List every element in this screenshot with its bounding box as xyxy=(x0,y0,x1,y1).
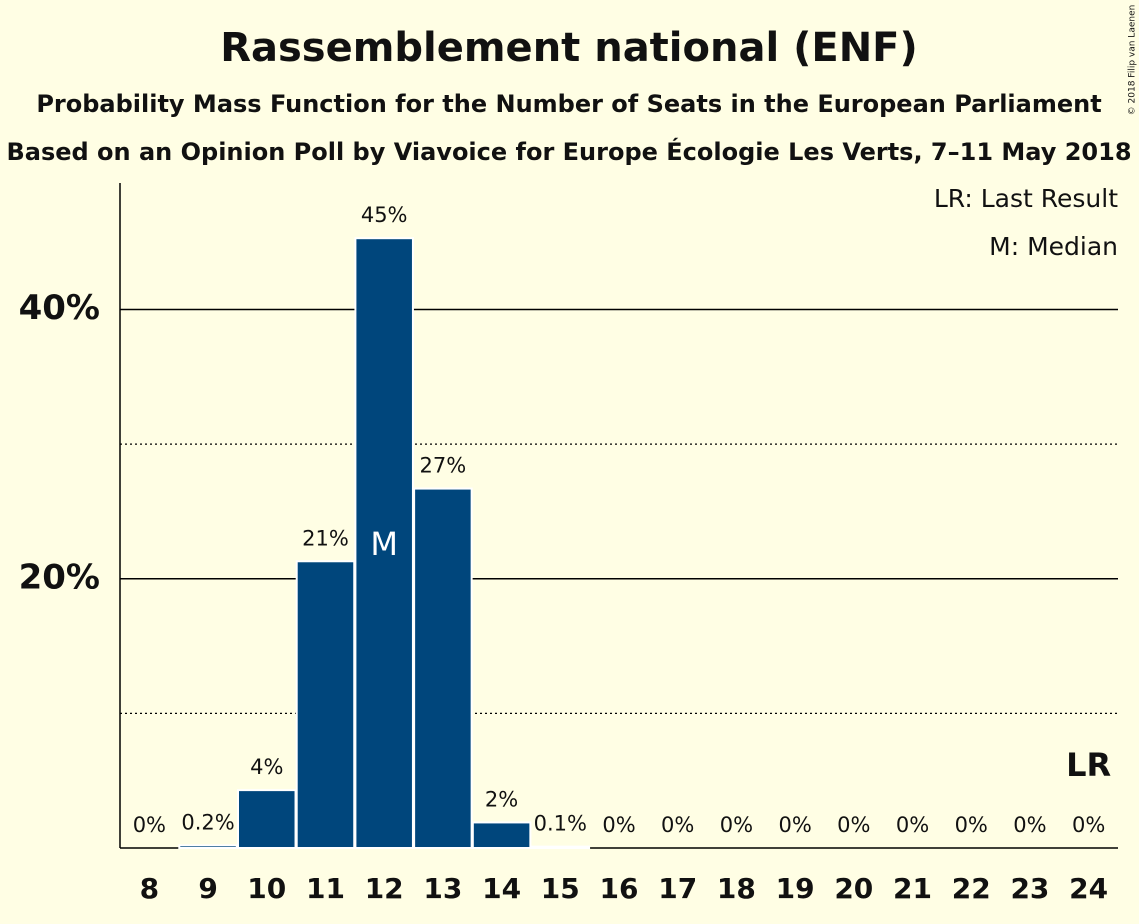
value-label: 0% xyxy=(955,813,988,837)
x-tick-label: 18 xyxy=(717,872,756,905)
x-tick-label: 10 xyxy=(247,872,286,905)
bar xyxy=(236,789,297,849)
x-tick-label: 16 xyxy=(600,872,639,905)
x-tick-label: 11 xyxy=(306,872,345,905)
x-tick-label: 8 xyxy=(140,872,159,905)
x-tick-label: 9 xyxy=(198,872,217,905)
value-label: 0% xyxy=(896,813,929,837)
median-marker: M xyxy=(370,525,398,563)
value-label: 27% xyxy=(420,454,467,478)
value-label: 0.1% xyxy=(534,812,587,836)
chart-title: Rassemblement national (ENF) xyxy=(220,25,918,71)
value-label: 0% xyxy=(133,813,166,837)
y-tick-label: 20% xyxy=(19,557,100,597)
value-label: 0% xyxy=(1072,813,1105,837)
x-tick-label: 12 xyxy=(365,872,404,905)
x-tick-label: 20 xyxy=(834,872,873,905)
x-tick-label: 22 xyxy=(952,872,991,905)
x-tick-label: 17 xyxy=(658,872,697,905)
last-result-marker: LR xyxy=(1066,746,1111,784)
x-tick-label: 14 xyxy=(482,872,521,905)
value-label: 45% xyxy=(361,203,408,227)
value-label: 0% xyxy=(837,813,870,837)
y-tick-label: 40% xyxy=(19,288,100,328)
value-label: 2% xyxy=(485,787,518,811)
chart-subtitle: Based on an Opinion Poll by Viavoice for… xyxy=(6,137,1131,166)
x-tick-label: 21 xyxy=(893,872,932,905)
value-label: 0% xyxy=(778,813,811,837)
bar xyxy=(178,844,238,849)
bar xyxy=(354,237,414,849)
value-label: 0.2% xyxy=(181,810,234,834)
value-label: 0% xyxy=(720,813,753,837)
copyright: © 2018 Filip van Laenen xyxy=(1128,5,1138,116)
bar xyxy=(530,845,591,850)
legend-entry: M: Median xyxy=(989,232,1118,261)
chart-subtitle: Probability Mass Function for the Number… xyxy=(36,90,1101,118)
x-tick-label: 13 xyxy=(423,872,462,905)
x-tick-label: 24 xyxy=(1069,872,1108,905)
bar xyxy=(471,821,532,850)
value-label: 21% xyxy=(302,526,349,550)
value-label: 4% xyxy=(250,755,283,779)
legend-entry: LR: Last Result xyxy=(934,184,1118,213)
bar xyxy=(295,560,356,849)
x-tick-label: 15 xyxy=(541,872,580,905)
value-label: 0% xyxy=(1013,813,1046,837)
x-tick-label: 19 xyxy=(776,872,815,905)
value-label: 0% xyxy=(661,813,694,837)
bar xyxy=(413,487,473,849)
value-label: 0% xyxy=(602,813,635,837)
x-tick-label: 23 xyxy=(1010,872,1049,905)
